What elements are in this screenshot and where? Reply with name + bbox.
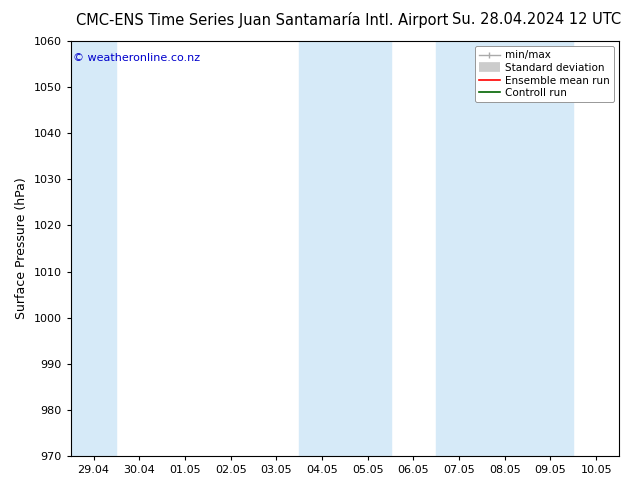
Y-axis label: Surface Pressure (hPa): Surface Pressure (hPa): [15, 178, 28, 319]
Bar: [436, 41, 482, 456]
Bar: [527, 41, 573, 456]
Bar: [71, 41, 117, 456]
Text: © weatheronline.co.nz: © weatheronline.co.nz: [74, 53, 200, 64]
Text: Su. 28.04.2024 12 UTC: Su. 28.04.2024 12 UTC: [452, 12, 621, 27]
Bar: [299, 41, 391, 456]
Bar: [482, 41, 527, 456]
Legend: min/max, Standard deviation, Ensemble mean run, Controll run: min/max, Standard deviation, Ensemble me…: [475, 46, 614, 102]
Text: CMC-ENS Time Series Juan Santamaría Intl. Airport: CMC-ENS Time Series Juan Santamaría Intl…: [76, 12, 448, 28]
